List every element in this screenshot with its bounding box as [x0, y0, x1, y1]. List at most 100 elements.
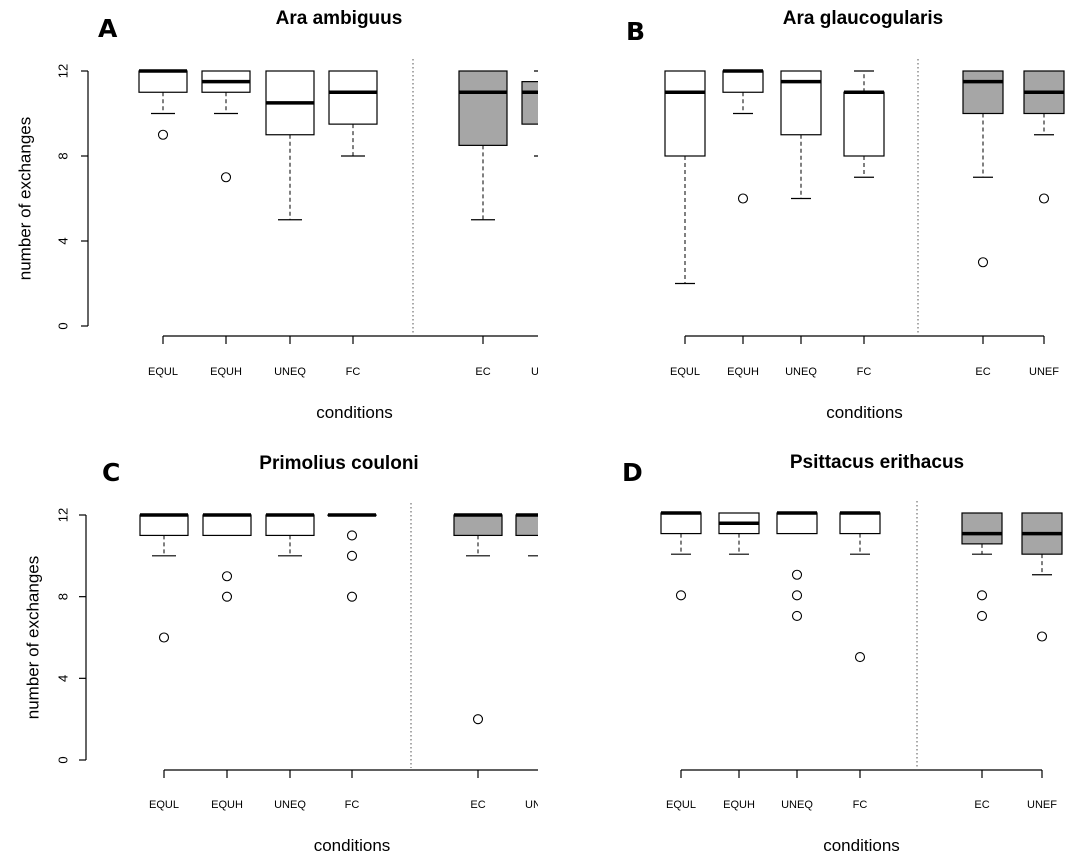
box-iqr [962, 70, 1004, 115]
outlier-point [791, 590, 803, 601]
box-iqr [453, 514, 503, 537]
category-label: EC [470, 799, 485, 811]
box-iqr [664, 70, 706, 157]
category-label: UNEQ [274, 799, 306, 811]
box-ec [962, 70, 1004, 268]
outlier-point [854, 652, 866, 663]
panel-letter: C [102, 458, 120, 487]
panel-b: B Ara glaucogularis EQUL EQUH UNEQ FC EC UNEF co… [538, 0, 1077, 427]
box-equl [664, 70, 706, 285]
category-label: EC [475, 366, 490, 378]
boxplot-chart-a: A Ara ambiguus 0 4 8 12 number of exchanges EQU… [15, 8, 538, 422]
outlier-point [346, 550, 358, 561]
panel-c: C Primolius couloni 0 4 8 12 number of exchang… [0, 427, 538, 854]
box-iqr [839, 512, 881, 535]
category-label: UNEQ [274, 366, 306, 378]
outlier-point [1038, 193, 1050, 204]
box-iqr [722, 70, 764, 93]
box-unef [515, 513, 538, 557]
category-label: FC [346, 366, 361, 378]
panel-letter: A [98, 14, 118, 43]
category-label: UNEQ [781, 799, 813, 811]
box-iqr [265, 514, 315, 537]
outlier-point [791, 569, 803, 580]
category-label: UNEF [525, 799, 538, 811]
chart-title: Psittacus erithacus [790, 452, 964, 473]
category-label: EQUL [666, 799, 696, 811]
box-ec [961, 512, 1003, 621]
box-fc [839, 511, 881, 663]
category-label: EQUL [148, 366, 178, 378]
category-label: EQUH [727, 366, 759, 378]
category-label: UNEF [1029, 366, 1059, 378]
chart-title: Ara glaucogularis [783, 8, 944, 29]
category-label: UNEQ [785, 366, 817, 378]
outlier-point [346, 530, 358, 541]
box-ec [458, 70, 508, 221]
box-fc [327, 513, 377, 602]
category-label: UNEF [531, 366, 538, 378]
box-uneq [780, 70, 822, 200]
y-tick-label: 4 [55, 237, 70, 244]
box-fc [843, 70, 885, 178]
box-iqr [776, 512, 818, 535]
category-label: FC [857, 366, 872, 378]
outlier-point [220, 172, 232, 183]
outlier-point [221, 591, 233, 602]
panel-letter: B [626, 17, 645, 46]
outlier-point [158, 632, 170, 643]
box-equl [660, 511, 702, 601]
y-axis-label: number of exchanges [15, 117, 34, 281]
chart-title: Ara ambiguus [276, 8, 403, 29]
panel-letter: D [622, 458, 643, 487]
x-axis-label: conditions [314, 836, 391, 854]
box-iqr [660, 512, 702, 535]
category-label: EQUH [211, 799, 243, 811]
box-iqr [515, 514, 538, 537]
box-unef [1023, 70, 1065, 204]
box-iqr [139, 514, 189, 537]
box-equh [718, 512, 760, 555]
category-label: EC [975, 366, 990, 378]
outlier-point [977, 257, 989, 268]
box-equl [139, 513, 189, 643]
boxplot-chart-c: C Primolius couloni 0 4 8 12 number of exchang… [23, 453, 538, 854]
category-label: UNEF [1027, 799, 1057, 811]
outlier-point [221, 571, 233, 582]
outlier-point [675, 590, 687, 601]
box-uneq [776, 511, 818, 621]
box-iqr [138, 70, 188, 93]
outlier-point [1036, 631, 1048, 642]
y-tick-label: 12 [55, 508, 70, 522]
box-ec [453, 513, 503, 725]
category-label: EC [974, 799, 989, 811]
outlier-point [157, 129, 169, 140]
box-iqr [521, 81, 538, 125]
outlier-point [976, 590, 988, 601]
panel-a: A Ara ambiguus 0 4 8 12 number of exchanges EQU… [0, 0, 538, 427]
x-axis-label: conditions [316, 403, 393, 422]
panel-d: D Psittacus erithacus EQUL EQUH UNEQ FC EC UNEF… [538, 427, 1077, 854]
box-equl [138, 69, 188, 140]
category-label: FC [345, 799, 360, 811]
box-fc [328, 70, 378, 157]
box-unef [521, 70, 538, 157]
y-tick-label: 12 [55, 64, 70, 78]
boxplot-chart-d: D Psittacus erithacus EQUL EQUH UNEQ FC EC UNEF… [622, 452, 1063, 854]
outlier-point [346, 591, 358, 602]
y-tick-label: 8 [55, 593, 70, 600]
x-axis-label: conditions [823, 836, 900, 854]
box-iqr [961, 512, 1003, 545]
box-equh [201, 70, 251, 183]
category-label: EQUH [723, 799, 755, 811]
box-equh [202, 513, 252, 602]
box-unef [1021, 512, 1063, 642]
box-uneq [265, 70, 315, 221]
box-uneq [265, 513, 315, 557]
category-label: EQUL [670, 366, 700, 378]
box-iqr [458, 70, 508, 146]
boxplot-chart-b: B Ara glaucogularis EQUL EQUH UNEQ FC EC UNEF co… [626, 8, 1065, 422]
chart-title: Primolius couloni [259, 453, 418, 474]
box-equh [722, 69, 764, 204]
box-iqr [202, 514, 252, 537]
